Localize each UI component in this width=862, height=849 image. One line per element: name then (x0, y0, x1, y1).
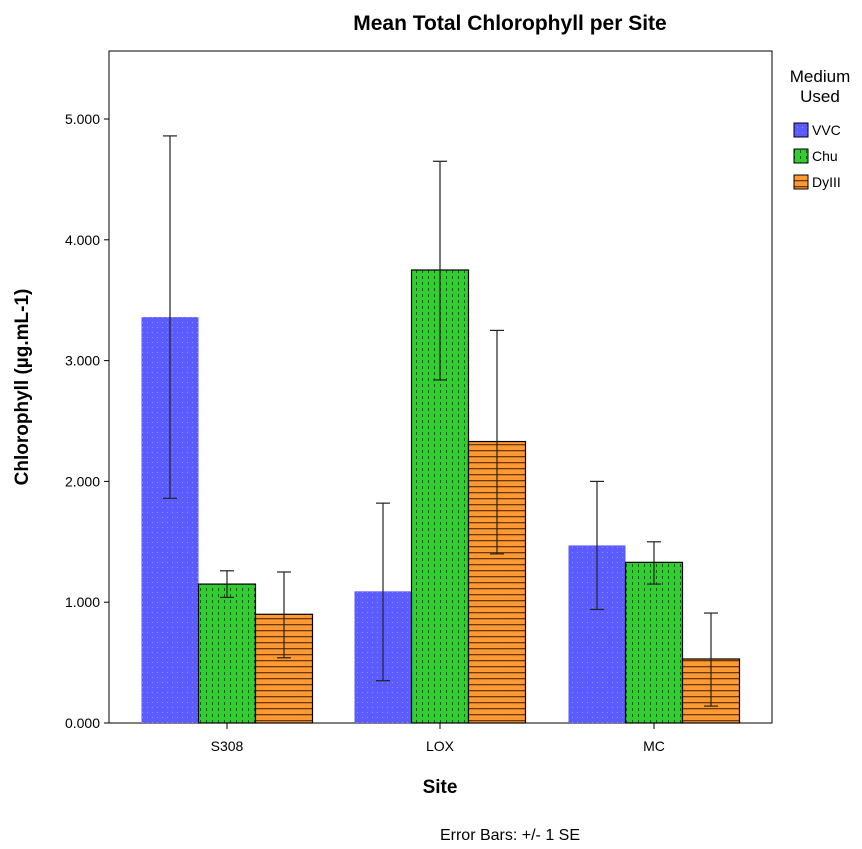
error-bars (163, 135, 718, 707)
legend: Medium Used VVC Chu DyIII (790, 67, 850, 190)
legend-label-chu: Chu (812, 148, 838, 164)
y-axis-title: Chlorophyll (µg.mL-1) (12, 289, 33, 486)
y-tick-label: 5.000 (65, 111, 100, 127)
y-axis: 0.000 1.000 2.000 3.000 4.000 5.000 (65, 111, 109, 731)
bar-chu-mc (624, 561, 684, 724)
y-tick-label: 3.000 (65, 353, 100, 369)
legend-swatch-vvc (793, 122, 809, 138)
x-tick-label-lox: LOX (426, 738, 455, 754)
bar-chu-s308 (197, 583, 257, 724)
error-bar-note: Error Bars: +/- 1 SE (440, 827, 580, 844)
x-axis: S308 LOX MC (211, 723, 665, 754)
x-tick-label-s308: S308 (211, 738, 244, 754)
legend-title-line-2: Used (800, 87, 840, 106)
y-tick-label: 0.000 (65, 715, 100, 731)
legend-label-dyiii: DyIII (812, 174, 841, 190)
chart-title: Mean Total Chlorophyll per Site (353, 12, 666, 35)
x-tick-label-mc: MC (643, 738, 665, 754)
legend-swatch-dyiii (793, 174, 809, 190)
y-tick-label: 2.000 (65, 473, 100, 489)
legend-swatch-chu (793, 148, 809, 164)
y-tick-label: 4.000 (65, 232, 100, 248)
y-tick-label: 1.000 (65, 594, 100, 610)
legend-title-line-1: Medium (790, 67, 850, 86)
legend-label-vvc: VVC (812, 122, 841, 138)
x-axis-title: Site (423, 777, 458, 798)
